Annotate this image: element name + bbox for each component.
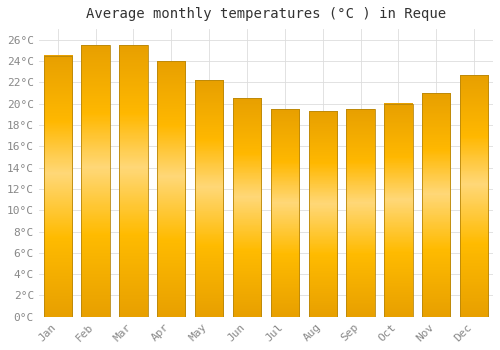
Bar <box>460 75 488 317</box>
Bar <box>422 93 450 317</box>
Bar <box>384 104 412 317</box>
Bar <box>233 98 261 317</box>
Bar <box>308 111 337 317</box>
Bar <box>157 61 186 317</box>
Bar <box>346 109 375 317</box>
Title: Average monthly temperatures (°C ) in Reque: Average monthly temperatures (°C ) in Re… <box>86 7 446 21</box>
Bar <box>270 109 299 317</box>
Bar <box>44 56 72 317</box>
Bar <box>119 45 148 317</box>
Bar <box>82 45 110 317</box>
Bar <box>195 80 224 317</box>
